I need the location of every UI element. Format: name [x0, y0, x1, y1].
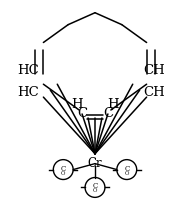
Text: C: C [124, 165, 129, 172]
Text: O: O [61, 170, 65, 176]
Text: C: C [92, 182, 98, 190]
Text: C: C [103, 107, 113, 121]
Text: C: C [61, 165, 66, 172]
Text: Cr: Cr [88, 157, 102, 170]
Text: C: C [77, 107, 87, 121]
Text: H: H [71, 97, 83, 111]
Text: CH: CH [144, 64, 165, 77]
Text: HC: HC [18, 86, 39, 99]
Text: O: O [93, 188, 97, 193]
Text: H: H [107, 97, 119, 111]
Text: O: O [125, 170, 129, 176]
Text: CH: CH [144, 86, 165, 99]
Text: HC: HC [18, 64, 39, 77]
